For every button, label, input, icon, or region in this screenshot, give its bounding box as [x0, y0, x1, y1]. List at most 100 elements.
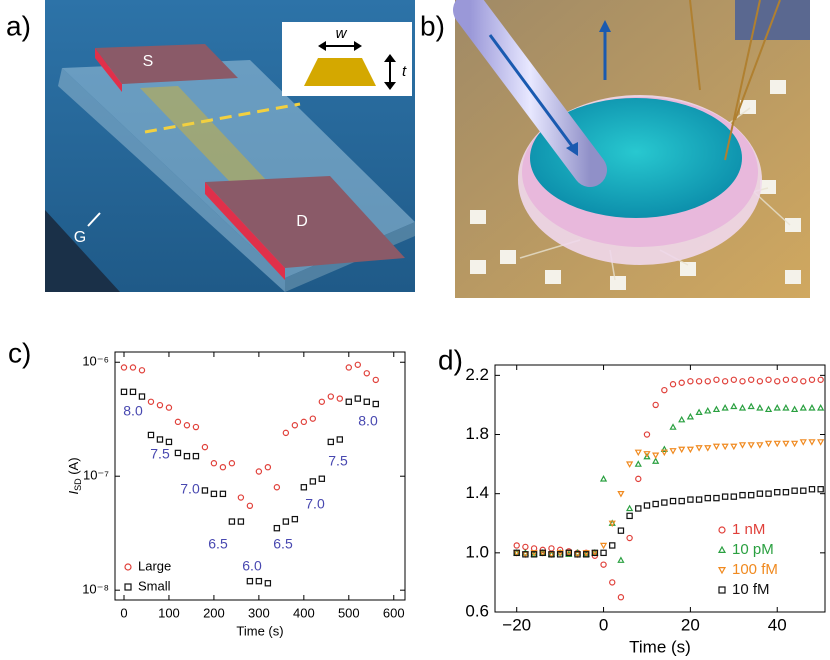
point — [705, 408, 710, 413]
point — [514, 543, 519, 548]
legend-marker — [719, 547, 725, 552]
point — [121, 389, 126, 394]
point — [714, 377, 719, 382]
point — [688, 447, 693, 452]
point — [601, 550, 606, 555]
point — [247, 579, 252, 584]
point — [801, 440, 806, 445]
point — [749, 377, 754, 382]
point — [301, 485, 306, 490]
y-tick-label: 2.2 — [465, 365, 489, 384]
y-axis-label-rest: (A) — [66, 457, 81, 478]
panel-label: b) — [420, 10, 445, 41]
point — [644, 432, 649, 437]
y-tick-label: 10⁻⁷ — [83, 468, 109, 483]
point — [601, 543, 606, 548]
point — [696, 410, 701, 415]
point — [238, 495, 243, 500]
point — [220, 491, 225, 496]
legend-label: Large — [138, 558, 171, 573]
point — [373, 377, 378, 382]
point — [801, 488, 806, 493]
point — [766, 377, 771, 382]
point — [757, 443, 762, 448]
point — [783, 377, 788, 382]
point — [662, 500, 667, 505]
point — [139, 394, 144, 399]
point — [627, 462, 632, 467]
point — [337, 396, 342, 401]
x-tick-label: 0 — [599, 615, 608, 634]
gate-label: G — [74, 229, 86, 246]
point — [283, 519, 288, 524]
legend-label: 1 nM — [732, 521, 765, 538]
point — [723, 494, 728, 499]
y-tick-label: 10⁻⁸ — [82, 582, 109, 597]
legend-marker — [719, 568, 725, 573]
point — [130, 389, 135, 394]
point — [636, 461, 641, 466]
point — [601, 476, 606, 481]
legend-marker — [125, 564, 131, 570]
x-tick-label: 20 — [681, 615, 700, 634]
legend-label: 10 fM — [732, 581, 770, 598]
point — [256, 469, 261, 474]
point — [238, 519, 243, 524]
point — [184, 454, 189, 459]
point — [610, 543, 615, 548]
point — [696, 446, 701, 451]
point — [775, 441, 780, 446]
point — [818, 487, 823, 492]
point — [801, 405, 806, 410]
point — [775, 490, 780, 495]
point — [175, 450, 180, 455]
point — [783, 441, 788, 446]
point — [229, 519, 234, 524]
point — [775, 405, 780, 410]
point — [818, 440, 823, 445]
point — [696, 379, 701, 384]
point — [731, 494, 736, 499]
legend-marker — [125, 584, 131, 590]
point — [723, 405, 728, 410]
drain-label: D — [296, 213, 308, 230]
point — [679, 380, 684, 385]
point — [193, 424, 198, 429]
point — [766, 491, 771, 496]
point — [696, 497, 701, 502]
point — [809, 405, 814, 410]
point — [783, 490, 788, 495]
device-schematic: w t S D G — [45, 0, 415, 292]
point — [644, 503, 649, 508]
point — [139, 368, 144, 373]
point — [636, 506, 641, 511]
point — [809, 440, 814, 445]
point — [653, 453, 658, 458]
point — [618, 492, 623, 497]
point — [328, 394, 333, 399]
y-tick-label: 10⁻⁶ — [82, 354, 109, 369]
legend-marker — [719, 587, 725, 593]
point — [610, 580, 615, 585]
point — [723, 444, 728, 449]
point — [627, 506, 632, 511]
point — [757, 491, 762, 496]
point — [523, 544, 528, 549]
y-axis-label: ISD (A) — [66, 457, 83, 494]
point — [247, 503, 252, 508]
point — [337, 437, 342, 442]
source-label: S — [143, 53, 154, 70]
point — [618, 558, 623, 563]
point — [601, 562, 606, 567]
point — [292, 423, 297, 428]
point — [301, 419, 306, 424]
legend-marker — [719, 527, 725, 533]
point — [184, 423, 189, 428]
point — [775, 379, 780, 384]
legend-label: 10 pM — [732, 541, 774, 558]
point — [818, 377, 823, 382]
x-tick-label: 100 — [158, 605, 180, 620]
point — [705, 379, 710, 384]
point — [705, 496, 710, 501]
point — [618, 528, 623, 533]
